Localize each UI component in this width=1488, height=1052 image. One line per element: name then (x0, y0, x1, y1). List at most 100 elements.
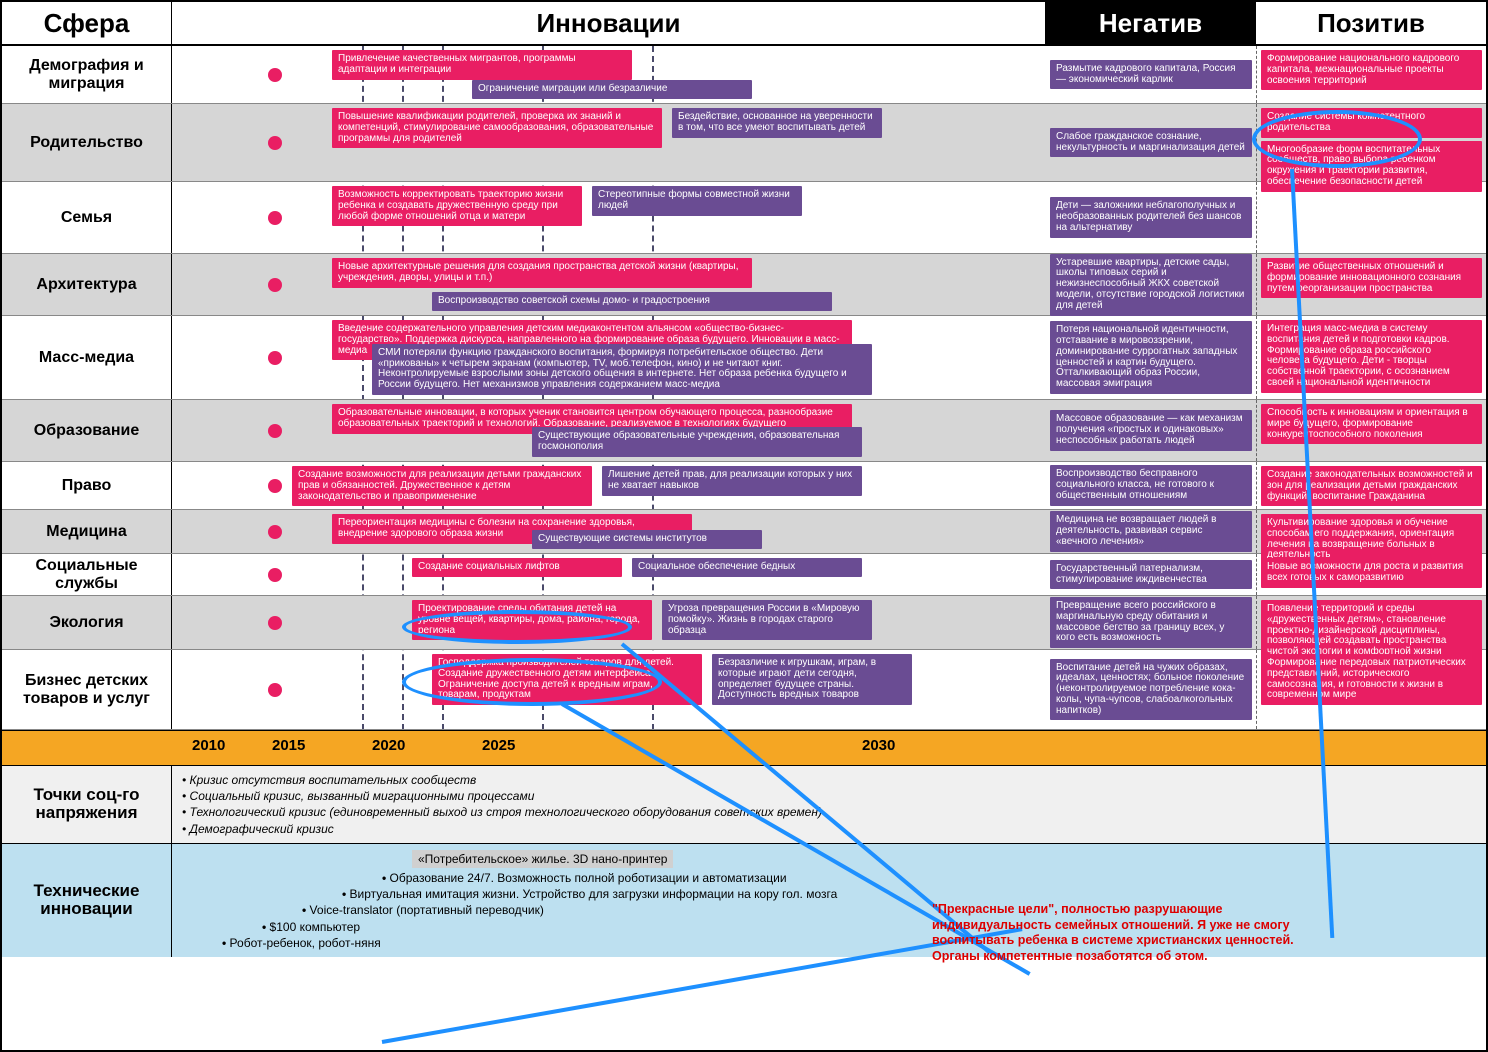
pos-block: Создание законодательных возможностей и … (1261, 466, 1482, 506)
innov-cell: Господдержка производителей товаров для … (172, 650, 1046, 729)
rows-container: Демография и миграцияПривлечение качеств… (2, 46, 1486, 730)
pink-block: Привлечение качественных мигрантов, прог… (332, 50, 632, 80)
tech-label: Технические инновации (2, 844, 172, 957)
pos-cell: Развитие общественных отношений и формир… (1256, 254, 1486, 315)
purple-block: Бездействие, основанное на уверенности в… (672, 108, 882, 138)
innov-cell: Создание социальных лифтов Социальное обе… (172, 554, 1046, 595)
timeline-inner: 20102015202020252030 (172, 731, 1486, 765)
branch-node-icon (268, 211, 282, 225)
purple-block: Лишение детей прав, для реализации котор… (602, 466, 862, 496)
innov-cell: Привлечение качественных мигрантов, прог… (172, 46, 1046, 103)
innov-cell: Переориентация медицины с болезни на сох… (172, 510, 1046, 553)
pink-block: Создание возможности для реализации деть… (292, 466, 592, 506)
pos-block: Формирование передовых патриотических пр… (1261, 654, 1482, 705)
row-label: Право (2, 462, 172, 509)
pos-block: Новые возможности для роста и развития в… (1261, 558, 1482, 588)
pos-cell: Новые возможности для роста и развития в… (1256, 554, 1486, 595)
timeline-band: 20102015202020252030 (2, 730, 1486, 766)
row-label: Экология (2, 596, 172, 649)
pos-cell: Создание системы компетентного родительс… (1256, 104, 1486, 181)
row-label: Бизнес детских товаров и услуг (2, 650, 172, 729)
tech-gray-box: «Потребительское» жилье. 3D нано-принтер (412, 850, 673, 868)
purple-block: Существующие системы институтов (532, 530, 762, 549)
branch-node-icon (268, 278, 282, 292)
tech-item: Образование 24/7. Возможность полной роб… (382, 870, 1476, 886)
neg-cell: Государственный патернализм, стимулирова… (1046, 554, 1256, 595)
pos-cell: Формирование передовых патриотических пр… (1256, 650, 1486, 729)
innov-cell: Новые архитектурные решения для создания… (172, 254, 1046, 315)
neg-block: Медицина не возвращает людей в деятельно… (1050, 511, 1252, 551)
row-label: Медицина (2, 510, 172, 553)
row: Социальные службыСоздание социальных лиф… (2, 554, 1486, 596)
pos-cell (1256, 182, 1486, 253)
timeline-year: 2010 (192, 737, 225, 754)
branch-node-icon (268, 525, 282, 539)
purple-block: Ограничение миграции или безразличие (472, 80, 752, 99)
branch-node-icon (268, 68, 282, 82)
neg-cell: Слабое гражданское сознание, некультурно… (1046, 104, 1256, 181)
branch-node-icon (268, 479, 282, 493)
neg-cell: Массовое образование — как механизм полу… (1046, 400, 1256, 461)
row: ЭкологияПроектирование среды обитания де… (2, 596, 1486, 650)
pos-cell: Интеграция масс-медиа в систему воспитан… (1256, 316, 1486, 399)
neg-cell: Дети — заложники неблагополучных и необр… (1046, 182, 1256, 253)
innov-cell: Повышение квалификации родителей, провер… (172, 104, 1046, 181)
timeline-year: 2030 (862, 737, 895, 754)
neg-cell: Потеря национальной идентичности, отстав… (1046, 316, 1256, 399)
row: Родительство Повышение квалификации родит… (2, 104, 1486, 182)
branch-node-icon (268, 424, 282, 438)
pos-block: Способность к инновациям и ориентация в … (1261, 404, 1482, 444)
col-header-sphere: Сфера (2, 2, 172, 44)
pos-block: Создание системы компетентного родительс… (1261, 108, 1482, 138)
pink-block: Повышение квалификации родителей, провер… (332, 108, 662, 148)
timeline-year: 2015 (272, 737, 305, 754)
tension-item: Технологический кризис (единовременный в… (182, 804, 1476, 820)
col-header-pos: Позитив (1256, 2, 1486, 44)
pos-cell: Создание законодательных возможностей и … (1256, 462, 1486, 509)
row: ОбразованиеОбразовательные инновации, в … (2, 400, 1486, 462)
row-label: Родительство (2, 104, 172, 181)
row-label: Масс-медиа (2, 316, 172, 399)
pos-cell: Появление территорий и среды «дружествен… (1256, 596, 1486, 649)
innov-cell: Возможность корректировать траекторию жи… (172, 182, 1046, 253)
purple-block: СМИ потеряли функцию гражданского воспит… (372, 344, 872, 395)
pos-block: Развитие общественных отношений и формир… (1261, 258, 1482, 298)
neg-block: Воспитание детей на чужих образах, идеал… (1050, 659, 1252, 721)
timeline-year: 2020 (372, 737, 405, 754)
col-header-innov: Инновации (172, 2, 1046, 44)
neg-block: Устаревшие квартиры, детские сады, школы… (1050, 254, 1252, 316)
tension-item: Кризис отсутствия воспитательных сообщес… (182, 772, 1476, 788)
purple-block: Стереотипные формы совместной жизни люде… (592, 186, 802, 216)
neg-block: Размытие кадрового капитала, Россия — эк… (1050, 60, 1252, 90)
neg-block: Превращение всего российского в маргинал… (1050, 597, 1252, 648)
pink-block: Создание социальных лифтов (412, 558, 622, 577)
tension-label: Точки соц-го напряжения (2, 766, 172, 843)
neg-block: Массовое образование — как механизм полу… (1050, 410, 1252, 450)
purple-block: Воспроизводство советской схемы домо- и … (432, 292, 832, 311)
tension-item: Социальный кризис, вызванный миграционны… (182, 788, 1476, 804)
pos-block: Формирование национального кадрового кап… (1261, 50, 1482, 90)
innov-cell: Проектирование среды обитания детей на у… (172, 596, 1046, 649)
header-row: Сфера Инновации Негатив Позитив (2, 2, 1486, 46)
row: Масс-медиаВведение содержательного управ… (2, 316, 1486, 400)
neg-block: Воспроизводство бесправного социального … (1050, 465, 1252, 505)
tension-row: Точки соц-го напряжения Кризис отсутстви… (2, 766, 1486, 844)
branch-node-icon (268, 616, 282, 630)
purple-block: Социальное обеспечение бедных (632, 558, 862, 577)
neg-block: Потеря национальной идентичности, отстав… (1050, 321, 1252, 394)
pos-cell: Формирование национального кадрового кап… (1256, 46, 1486, 103)
neg-cell: Устаревшие квартиры, детские сады, школы… (1046, 254, 1256, 315)
pink-block: Господдержка производителей товаров для … (432, 654, 702, 705)
row-label: Социальные службы (2, 554, 172, 595)
col-header-neg: Негатив (1046, 2, 1256, 44)
row-label: Архитектура (2, 254, 172, 315)
tension-item: Демографический кризис (182, 821, 1476, 837)
neg-block: Дети — заложники неблагополучных и необр… (1050, 197, 1252, 237)
pos-block: Интеграция масс-медиа в систему воспитан… (1261, 320, 1482, 393)
row: Бизнес детских товаров и услуг Господдерж… (2, 650, 1486, 730)
innov-cell: Образовательные инновации, в которых уче… (172, 400, 1046, 461)
row: Право Создание возможности для реализации… (2, 462, 1486, 510)
pink-block: Новые архитектурные решения для создания… (332, 258, 752, 288)
branch-node-icon (268, 136, 282, 150)
row: СемьяВозможность корректировать траектор… (2, 182, 1486, 254)
